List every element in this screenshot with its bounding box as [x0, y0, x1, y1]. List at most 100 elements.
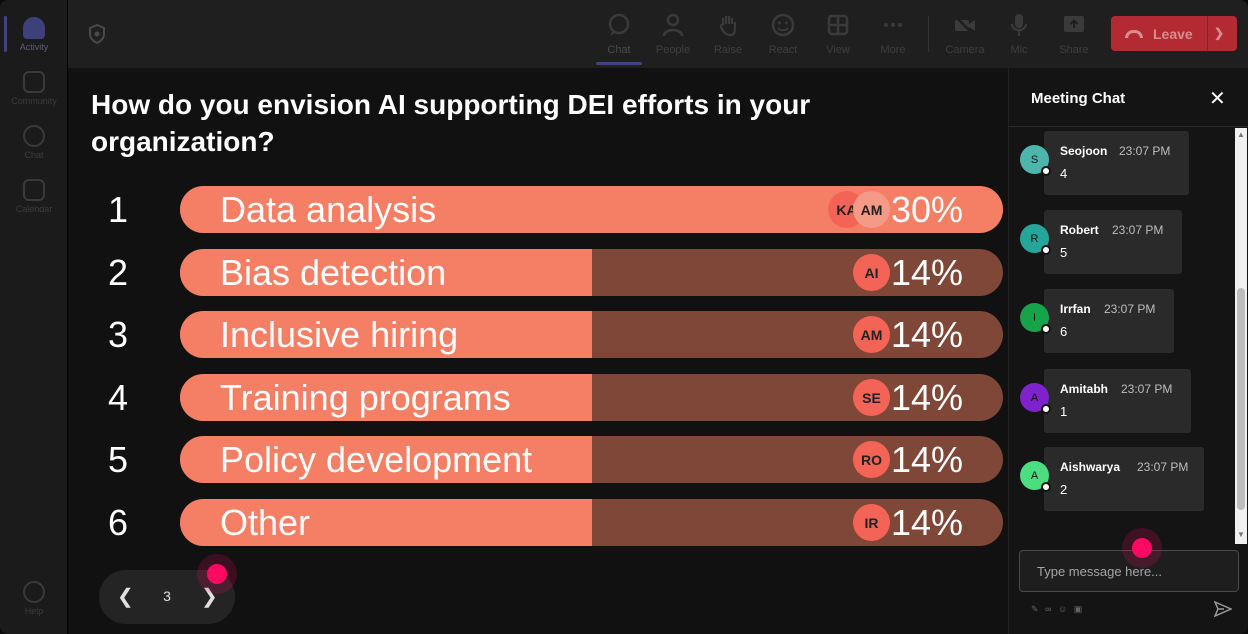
poll-option-bar: Bias detection AI 14% [180, 249, 1003, 296]
avatar: A [1020, 383, 1051, 414]
poll-option-row: 3 Inclusive hiring AM 14% [68, 311, 1008, 358]
toolbar-share-button[interactable]: Share [1049, 8, 1099, 60]
poll-option-bar: Data analysis KA AM 30% [180, 186, 1003, 233]
poll-option-bar-fill [180, 249, 592, 296]
poll-option-row: 5 Policy development RO 14% [68, 436, 1008, 483]
chat-timestamp: 23:07 PM [1119, 144, 1171, 158]
toolbar-camera-button[interactable]: Camera [940, 8, 990, 60]
rail-item-calendar[interactable]: Calendar [0, 168, 68, 224]
chat-bubble: Seojoon 23:07 PM 4 [1044, 131, 1189, 195]
rail-item-community[interactable]: Community [0, 60, 68, 116]
toolbar-people-button[interactable]: People [648, 8, 698, 60]
poll-option-bar: Training programs SE 14% [180, 374, 1003, 421]
pointer-indicator [1132, 538, 1152, 558]
rail-item-help[interactable]: Help [0, 570, 68, 626]
avatar: I [1020, 303, 1051, 334]
toolbar-chat-button[interactable]: Chat [594, 8, 644, 65]
toolbar-button-label: More [880, 44, 906, 56]
scroll-down-icon[interactable]: ▼ [1237, 530, 1245, 539]
leave-button-divider [1207, 16, 1208, 51]
poll-option-label: Policy development [220, 439, 533, 480]
toolbar-button-label: Raise [713, 44, 743, 56]
avatar-initial: I [1032, 311, 1037, 324]
toolbar-raise-button[interactable]: Raise [703, 8, 753, 60]
chat-message: Aishwarya 23:07 PM 2 A [1009, 447, 1235, 511]
chat-title: Meeting Chat [1031, 90, 1126, 107]
chat-timestamp: 23:07 PM [1121, 382, 1173, 396]
chat-sender-name: Robert [1060, 223, 1099, 237]
toolbar-button-label: Camera [945, 44, 985, 56]
rail-item-label: Help [24, 605, 44, 616]
scroll-up-icon[interactable]: ▲ [1237, 130, 1245, 139]
toolbar-button-label: Chat [607, 44, 631, 56]
page-number: 3 [163, 588, 171, 604]
chat-scrollbar[interactable]: ▲ ▼ [1235, 128, 1247, 544]
gif-icon[interactable]: ▣ [1073, 604, 1085, 614]
grid-icon [827, 14, 849, 36]
avatar: R [1020, 224, 1051, 255]
scroll-thumb[interactable] [1237, 288, 1245, 510]
voter-avatar: AM [853, 316, 890, 353]
leave-button[interactable]: Leave ❯ [1111, 16, 1237, 51]
chat-bubble: Amitabh 23:07 PM 1 [1044, 369, 1191, 433]
close-icon[interactable]: ✕ [1209, 88, 1226, 110]
avatar-initial: S [1030, 153, 1039, 166]
toolbar-react-button[interactable]: React [758, 8, 808, 60]
mic-icon [1010, 14, 1028, 36]
smile-icon [771, 13, 795, 37]
chat-message-list[interactable]: Seojoon 23:07 PM 4 S Robert 23:07 PM 5 R Irrfan 2… [1009, 128, 1235, 544]
toolbar-mic-button[interactable]: Mic [994, 8, 1044, 60]
rail-item-chat[interactable]: Chat [0, 114, 68, 170]
calendar-icon [23, 178, 45, 201]
send-icon[interactable] [1214, 601, 1232, 617]
avatar: S [1020, 145, 1051, 176]
chat-timestamp: 23:07 PM [1112, 223, 1164, 237]
avatar: A [1020, 461, 1051, 492]
help-icon [23, 580, 45, 603]
poll-option-percent: 14% [890, 377, 963, 418]
chevron-right-icon[interactable]: ❯ [201, 586, 218, 608]
leave-button-label: Leave [1153, 25, 1193, 42]
toolbar-more-button[interactable]: More [868, 8, 918, 60]
bell-icon [23, 16, 45, 39]
avatar-initial: A [1030, 391, 1039, 404]
chat-message-body: 6 [1060, 324, 1068, 339]
chat-sender-name: Amitabh [1060, 382, 1108, 396]
app-rail: Activity Community Chat Calendar Help [0, 0, 68, 634]
emoji-icon[interactable]: ☺ [1058, 604, 1070, 614]
voter-avatar: SE [853, 379, 890, 416]
avatar-initial: R [1030, 232, 1039, 245]
poll-option-bar: Policy development RO 14% [180, 436, 1003, 483]
presence-dot [1041, 404, 1051, 414]
format-icon[interactable]: ✎ [1031, 604, 1041, 614]
toolbar-view-button[interactable]: View [813, 8, 863, 60]
rail-item-label: Chat [24, 149, 44, 160]
meeting-toolbar: Chat People Raise React View More Camera [68, 0, 1248, 68]
chat-message-input[interactable] [1019, 550, 1239, 592]
poll-option-row: 1 Data analysis KA AM 30% [68, 186, 1008, 233]
chevron-down-icon[interactable]: ❯ [1214, 26, 1225, 40]
chat-icon [608, 13, 630, 36]
poll-option-bar-fill [180, 311, 592, 358]
rail-item-label: Activity [19, 41, 49, 52]
poll-option-row: 2 Bias detection AI 14% [68, 249, 1008, 296]
toolbar-button-label: React [768, 44, 798, 56]
voter-avatar: AI [853, 254, 890, 291]
people-icon [662, 13, 684, 37]
toolbar-button-label: View [826, 44, 850, 56]
shield-icon [89, 24, 105, 44]
chevron-left-icon[interactable]: ❮ [117, 586, 134, 608]
attach-icon[interactable]: ∞ [1045, 604, 1054, 614]
rail-item-activity[interactable]: Activity [0, 6, 68, 62]
hand-icon [719, 16, 737, 37]
poll-option-percent: 14% [890, 252, 963, 293]
presence-dot [1041, 482, 1051, 492]
poll-option-number: 3 [107, 314, 129, 355]
chat-sender-name: Irrfan [1060, 302, 1091, 316]
toolbar-divider [928, 16, 929, 52]
poll-stage: How do you envision AI supporting DEI ef… [68, 68, 1008, 634]
poll-option-percent: 14% [890, 314, 963, 355]
poll-option-bar-fill [180, 436, 592, 483]
poll-option-percent: 30% [890, 189, 963, 230]
